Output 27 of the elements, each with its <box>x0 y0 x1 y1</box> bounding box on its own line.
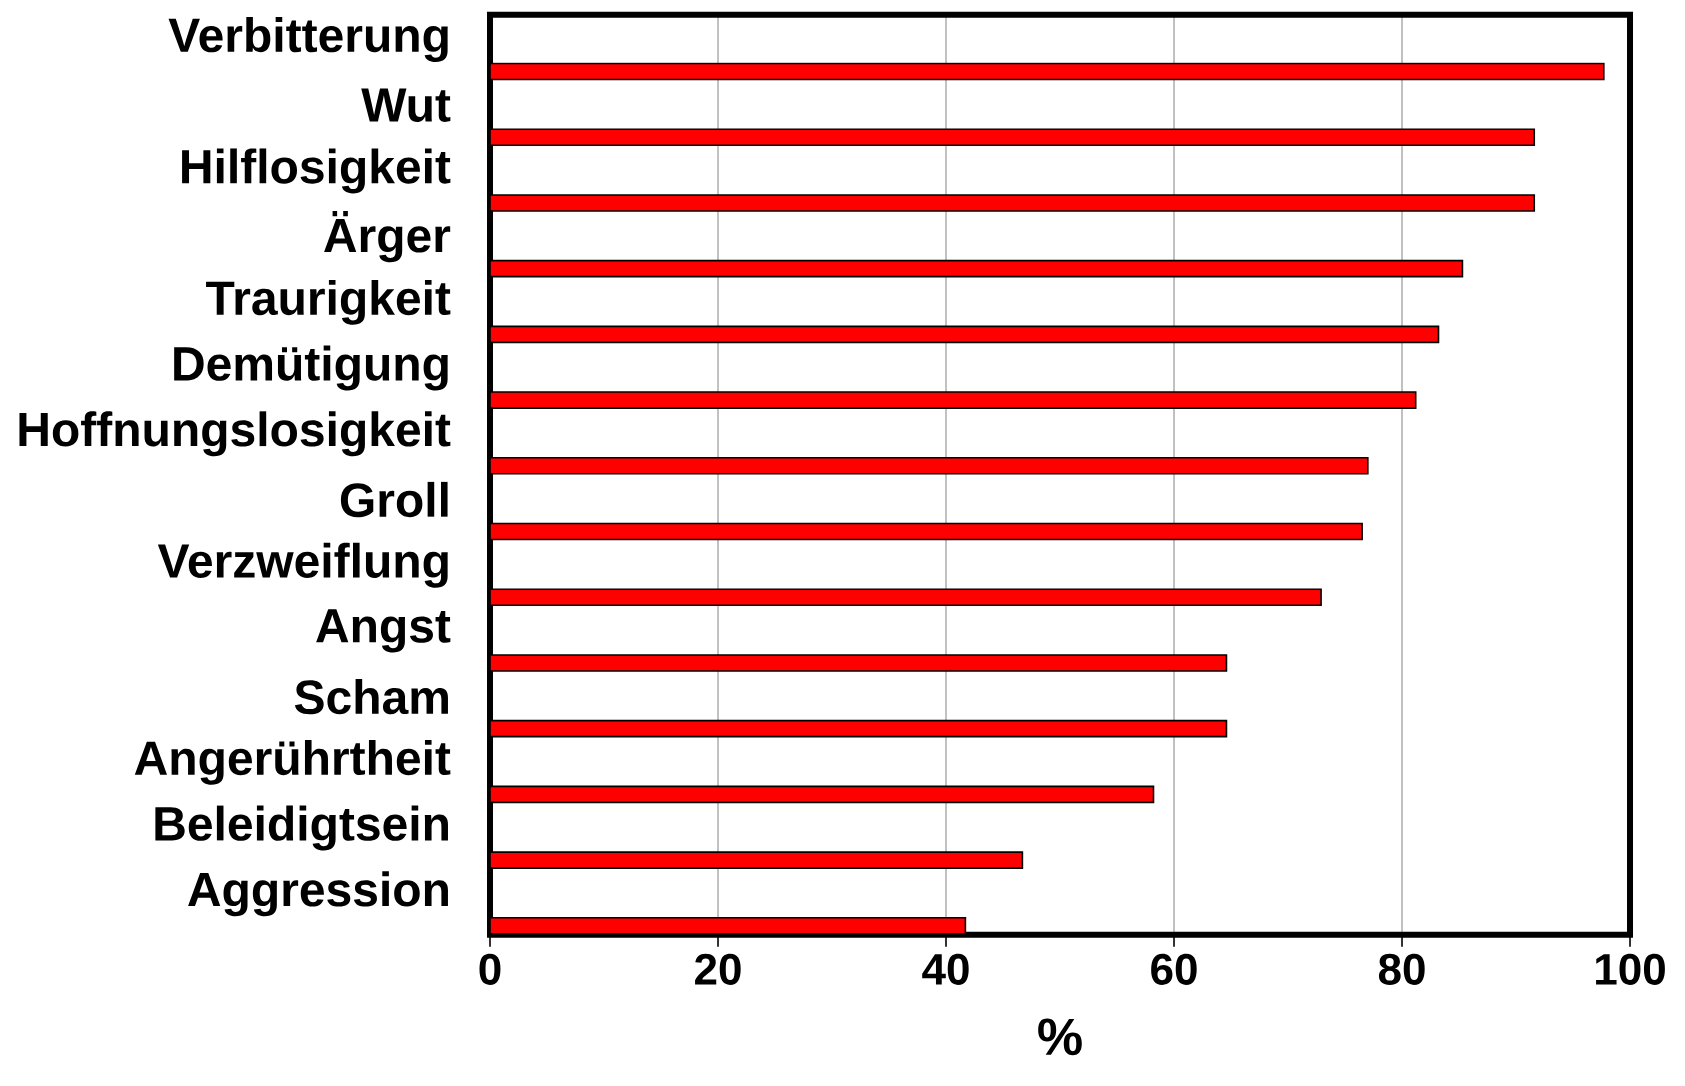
bar <box>490 62 1605 81</box>
bar <box>490 325 1440 344</box>
y-tick-label: Hilflosigkeit <box>182 148 451 194</box>
y-tick-label: Ärger <box>324 211 451 263</box>
x-tick-label: 40 <box>922 953 969 986</box>
y-tick-label: Hoffnungslosigkeit <box>19 411 451 457</box>
y-tick-label: Verzweiflung <box>157 542 448 588</box>
bar <box>490 260 1464 278</box>
y-tick-label: Verbitterung <box>168 17 448 63</box>
x-tick-label: 20 <box>695 953 741 986</box>
x-tick-label: 0 <box>479 953 501 986</box>
x-axis-title: % <box>1038 1018 1082 1056</box>
x-tick-label: 60 <box>1151 953 1197 986</box>
bar <box>490 720 1228 738</box>
x-tick-label: 80 <box>1378 953 1425 986</box>
bar <box>490 522 1363 541</box>
y-tick-label: Aggression <box>188 871 448 917</box>
y-tick-label: Scham <box>294 679 448 715</box>
y-tick-label: Traurigkeit <box>206 280 451 325</box>
bar <box>490 785 1155 804</box>
y-tick-label: Beleidigtsein <box>155 805 448 851</box>
x-tick-label: 100 <box>1596 953 1665 986</box>
y-tick-label: Wut <box>361 88 451 123</box>
y-tick-label: Demütigung <box>174 345 448 391</box>
y-tick-label: Angst <box>316 609 451 653</box>
y-tick-label: Angerührtheit <box>134 740 451 786</box>
y-tick-label: Groll <box>340 482 448 518</box>
